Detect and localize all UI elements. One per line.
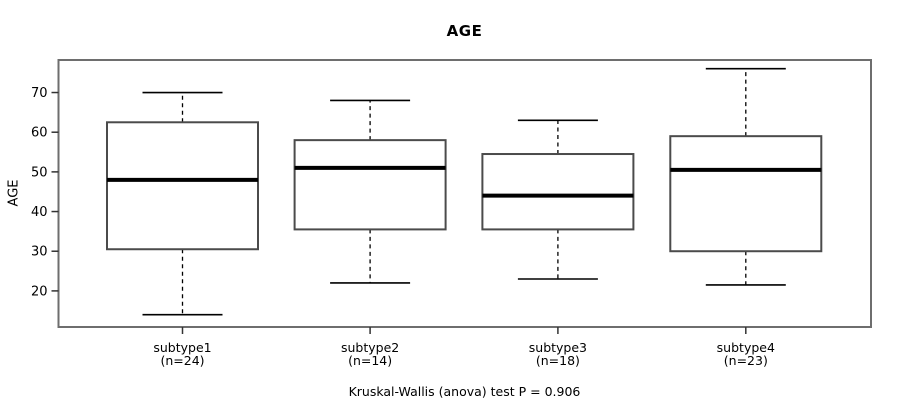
iqr-box <box>481 153 635 231</box>
y-tick-label: 70 <box>31 86 48 101</box>
x-category-n-label: (n=24) <box>160 353 204 368</box>
iqr-box <box>106 121 259 251</box>
x-category-label: subtype4 <box>717 340 775 355</box>
iqr-box <box>669 135 823 253</box>
stat-test-caption: Kruskal-Wallis (anova) test P = 0.906 <box>348 384 581 399</box>
y-tick-label: 40 <box>31 205 48 220</box>
x-category-label: subtype2 <box>341 340 399 355</box>
plot-border <box>57 59 872 328</box>
iqr-box <box>293 139 447 231</box>
chart-title: AGE <box>446 22 483 40</box>
x-category-label: subtype1 <box>153 340 211 355</box>
y-tick-label: 50 <box>31 165 48 180</box>
y-tick-label: 20 <box>31 284 48 299</box>
y-tick-label: 60 <box>31 126 48 141</box>
x-category-n-label: (n=14) <box>348 353 392 368</box>
y-tick-label: 30 <box>31 245 48 260</box>
x-category-label: subtype3 <box>529 340 587 355</box>
x-category-n-label: (n=18) <box>536 353 580 368</box>
x-category-n-label: (n=23) <box>724 353 768 368</box>
